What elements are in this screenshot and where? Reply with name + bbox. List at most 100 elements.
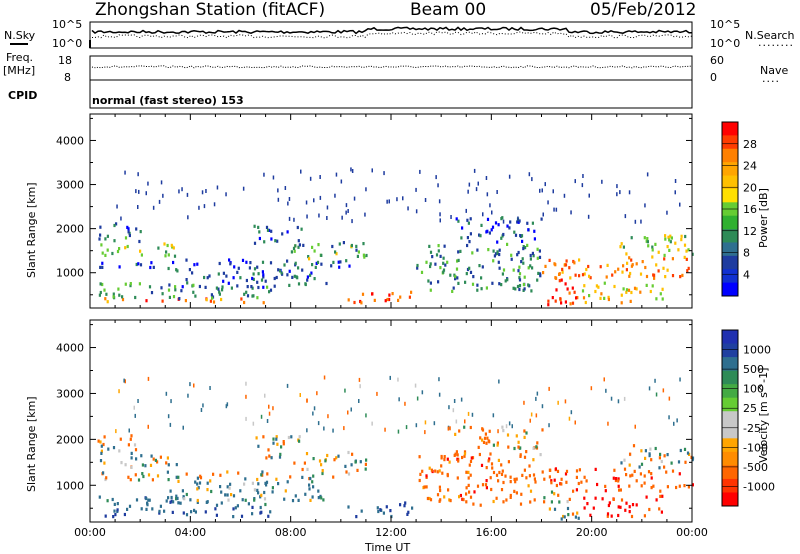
- heatmap-cell: [442, 261, 445, 265]
- heatmap-cell: [533, 498, 536, 502]
- heatmap-cell: [198, 205, 200, 210]
- heatmap-cell: [509, 220, 512, 224]
- nave-tick-top: 60: [710, 54, 724, 67]
- heatmap-cell: [491, 281, 494, 285]
- heatmap-cell: [106, 300, 109, 304]
- heatmap-cell: [671, 469, 675, 473]
- heatmap-cell: [169, 500, 172, 504]
- heatmap-cell: [578, 274, 581, 278]
- heatmap-cell: [350, 407, 352, 412]
- heatmap-cell: [441, 471, 444, 475]
- heatmap-cell: [154, 458, 157, 462]
- heatmap-cell: [612, 497, 615, 501]
- heatmap-cell: [140, 253, 143, 257]
- heatmap-cell: [175, 268, 178, 272]
- heatmap-cell: [124, 246, 127, 250]
- heatmap-cell: [149, 463, 153, 467]
- heatmap-cell: [628, 510, 631, 514]
- heatmap-cell: [648, 454, 651, 458]
- heatmap-cell: [145, 191, 147, 196]
- heatmap-cell: [567, 513, 570, 517]
- heatmap-cell: [645, 274, 649, 279]
- heatmap-cell: [277, 197, 280, 202]
- heatmap-cell: [611, 273, 614, 277]
- heatmap-cell: [574, 179, 576, 184]
- heatmap-cell: [436, 470, 439, 474]
- heatmap-cell: [504, 474, 507, 478]
- heatmap-cell: [269, 510, 272, 514]
- heatmap-cell: [489, 203, 491, 208]
- heatmap-cell: [335, 172, 338, 177]
- heatmap-cell: [187, 215, 189, 220]
- heatmap-cell: [439, 266, 442, 270]
- heatmap-cell: [477, 445, 480, 449]
- heatmap-cell: [429, 281, 432, 285]
- velocity-colorbar-label: Velocity [m s^-1]: [757, 367, 770, 463]
- heatmap-cell: [465, 208, 467, 213]
- heatmap-cell: [304, 282, 307, 287]
- heatmap-cell: [465, 492, 468, 496]
- heatmap-cell: [519, 234, 522, 238]
- heatmap-cell: [523, 275, 526, 279]
- heatmap-cell: [262, 301, 265, 305]
- heatmap-cell: [683, 243, 687, 247]
- heatmap-cell: [309, 498, 312, 502]
- heatmap-cell: [684, 234, 687, 239]
- heatmap-cell: [668, 396, 671, 401]
- heatmap-cell: [680, 234, 683, 238]
- velocity-colorbar-swatch: [722, 478, 738, 493]
- heatmap-cell: [485, 486, 488, 490]
- heatmap-cell: [232, 507, 235, 511]
- heatmap-cell: [594, 289, 597, 294]
- heatmap-cell: [677, 248, 680, 252]
- heatmap-cell: [292, 246, 296, 250]
- heatmap-cell: [483, 436, 487, 440]
- heatmap-cell: [319, 175, 321, 179]
- heatmap-cell: [175, 475, 178, 479]
- heatmap-cell: [513, 489, 516, 493]
- heatmap-cell: [203, 275, 206, 280]
- heatmap-cell: [516, 284, 520, 289]
- heatmap-cell: [442, 270, 445, 274]
- heatmap-cell: [225, 404, 228, 409]
- heatmap-cell: [619, 245, 622, 249]
- heatmap-cell: [548, 258, 551, 262]
- heatmap-cell: [319, 195, 322, 200]
- heatmap-cell: [116, 508, 119, 512]
- heatmap-cell: [539, 453, 542, 457]
- heatmap-cell: [580, 480, 583, 484]
- heatmap-cell: [627, 288, 631, 292]
- heatmap-cell: [523, 455, 527, 459]
- heatmap-cell: [169, 422, 172, 427]
- heatmap-cell: [185, 472, 188, 476]
- heatmap-cell: [204, 285, 207, 289]
- heatmap-cell: [492, 499, 495, 504]
- heatmap-cell: [351, 169, 354, 173]
- heatmap-cell: [124, 463, 127, 467]
- heatmap-cell: [165, 250, 168, 254]
- heatmap-cell: [226, 402, 229, 407]
- heatmap-cell: [434, 469, 437, 473]
- heatmap-cell: [481, 427, 484, 431]
- heatmap-cell: [582, 296, 586, 300]
- heatmap-cell: [562, 514, 565, 519]
- noise-right-tick-bottom: 10^0: [710, 37, 741, 50]
- heatmap-cell: [573, 261, 576, 265]
- heatmap-cell: [473, 168, 476, 173]
- heatmap-cell: [622, 264, 625, 268]
- heatmap-cell: [196, 498, 199, 503]
- heatmap-cell: [218, 261, 221, 266]
- heatmap-cell: [465, 486, 468, 490]
- heatmap-cell: [668, 238, 671, 242]
- velocity-colorbar-swatch: [722, 397, 738, 412]
- heatmap-cell: [565, 259, 568, 263]
- cpid-label: CPID: [8, 89, 38, 102]
- heatmap-cell: [510, 257, 513, 261]
- heatmap-cell: [438, 469, 441, 473]
- heatmap-cell: [271, 490, 274, 494]
- heatmap-cell: [497, 260, 500, 264]
- heatmap-cell: [498, 252, 501, 257]
- heatmap-cell: [236, 284, 239, 288]
- heatmap-cell: [99, 233, 102, 237]
- heatmap-cell: [297, 498, 300, 502]
